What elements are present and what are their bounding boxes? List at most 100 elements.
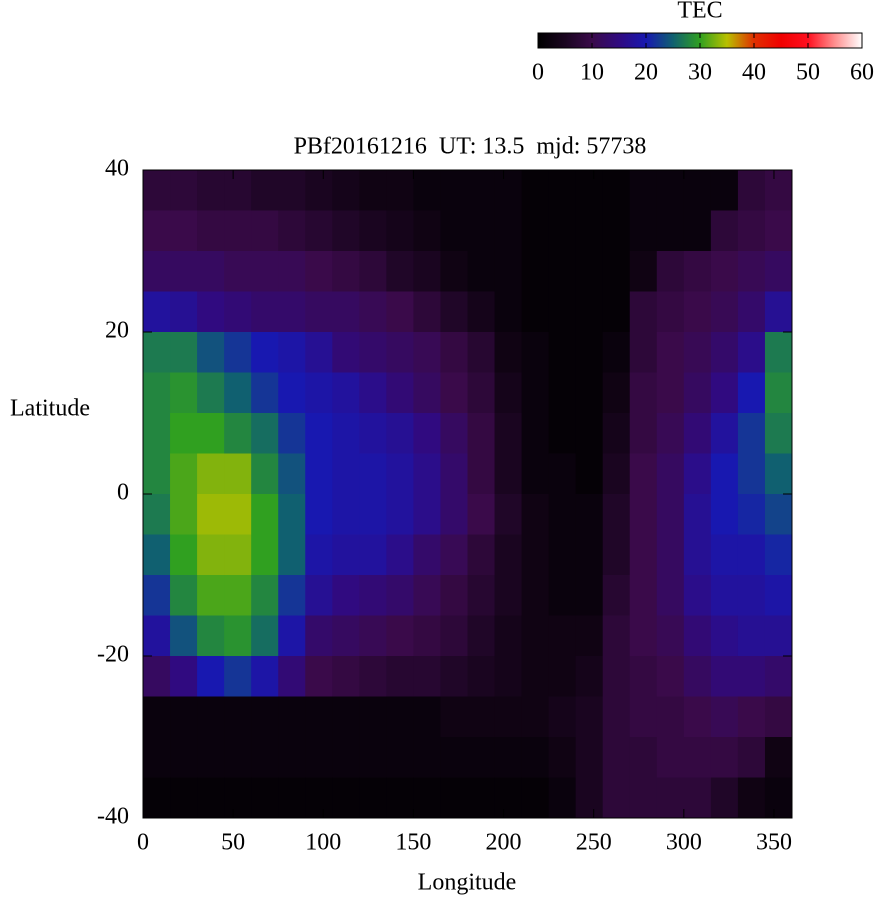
heat-cell [575,251,604,292]
heat-cell [359,413,387,454]
heat-cell [575,615,604,657]
heat-cell [197,372,225,414]
heat-cell [305,656,333,697]
heat-cell [602,372,631,414]
heat-cell [683,656,712,697]
heat-cell [656,777,685,819]
heat-cell [332,737,360,778]
heat-cell [467,575,496,616]
heat-cell [143,453,171,495]
heat-cell [629,413,658,454]
heat-cell [494,656,523,697]
heat-cell [143,332,171,373]
heat-cell [602,453,631,495]
heat-cell [629,656,658,697]
x-tick-label: 250 [576,830,612,856]
heat-cell [494,737,523,778]
heat-cell [332,656,360,697]
heat-cell [764,737,793,778]
heat-cell [197,210,225,252]
heat-cell [170,494,198,535]
heat-cell [548,453,577,495]
heat-cell [683,737,712,778]
heat-cell [764,494,793,535]
heat-cell [305,251,333,292]
heat-cell [305,696,333,738]
heat-cell [332,170,360,211]
heat-cell [467,494,496,535]
heat-cell [521,291,550,333]
heat-cell [170,413,198,454]
heat-cell [386,737,414,778]
heat-cell [710,170,739,211]
heat-cell [359,372,387,414]
heat-cell [440,453,468,495]
heat-cell [548,291,577,333]
heat-cell [521,737,550,778]
heat-cell [683,372,712,414]
heat-cell [197,494,225,535]
heat-cell [629,777,658,819]
heat-cell [332,615,360,657]
heat-cell [170,534,198,576]
heat-cell [305,777,333,819]
heat-cell [629,737,658,778]
heat-cell [494,777,523,819]
heat-cell [494,615,523,657]
heat-cell [737,494,766,535]
heat-cell [278,534,306,576]
heat-cell [278,696,306,738]
heat-cell [170,615,198,657]
heat-cell [197,777,225,819]
y-axis-label: Latitude [10,396,90,422]
heat-cell [467,737,496,778]
heat-cell [386,575,414,616]
heat-cell [629,170,658,211]
heat-cell [764,534,793,576]
heat-cell [359,210,387,252]
x-tick-label: 0 [137,830,149,856]
heat-cell [737,615,766,657]
heat-cell [251,777,279,819]
heat-cell [251,251,279,292]
heat-cell [386,170,414,211]
heat-cell [656,453,685,495]
heat-cell [467,332,496,373]
heat-cell [251,170,279,211]
heat-cell [629,332,658,373]
heat-cell [575,210,604,252]
heat-cell [440,494,468,535]
heat-cell [305,453,333,495]
heat-cell [521,494,550,535]
heat-cell [764,170,793,211]
heat-cell [602,291,631,333]
heat-cell [467,210,496,252]
heat-cell [548,777,577,819]
heat-cell [494,332,523,373]
x-tick-label: 200 [486,830,522,856]
heat-cell [467,777,496,819]
colorbar-tick-label: 50 [796,60,820,86]
heat-cell [332,413,360,454]
heat-cell [548,534,577,576]
heat-cell [710,210,739,252]
heat-cell [170,170,198,211]
heat-cell [575,534,604,576]
heat-cell [305,372,333,414]
heat-cell [332,372,360,414]
heat-cell [305,170,333,211]
heat-cell [143,372,171,414]
heat-cell [737,413,766,454]
heat-cell [683,777,712,819]
heat-cell [494,575,523,616]
heat-cell [575,291,604,333]
heat-cell [467,372,496,414]
heat-cell [737,575,766,616]
heat-cell [386,656,414,697]
colorbar-tick-label: 0 [532,60,544,86]
heat-cell [305,413,333,454]
heat-cell [710,251,739,292]
heat-cell [440,291,468,333]
heat-cell [386,251,414,292]
